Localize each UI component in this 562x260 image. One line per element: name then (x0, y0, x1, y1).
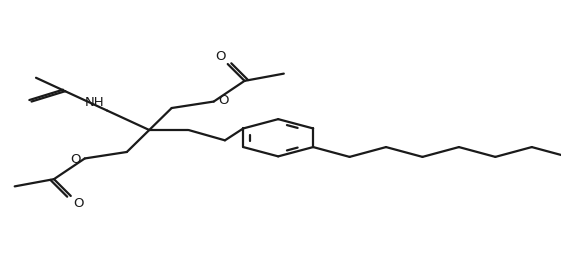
Text: O: O (215, 50, 225, 63)
Text: O: O (70, 153, 80, 166)
Text: NH: NH (85, 96, 105, 109)
Text: O: O (73, 197, 84, 210)
Text: O: O (218, 94, 229, 107)
